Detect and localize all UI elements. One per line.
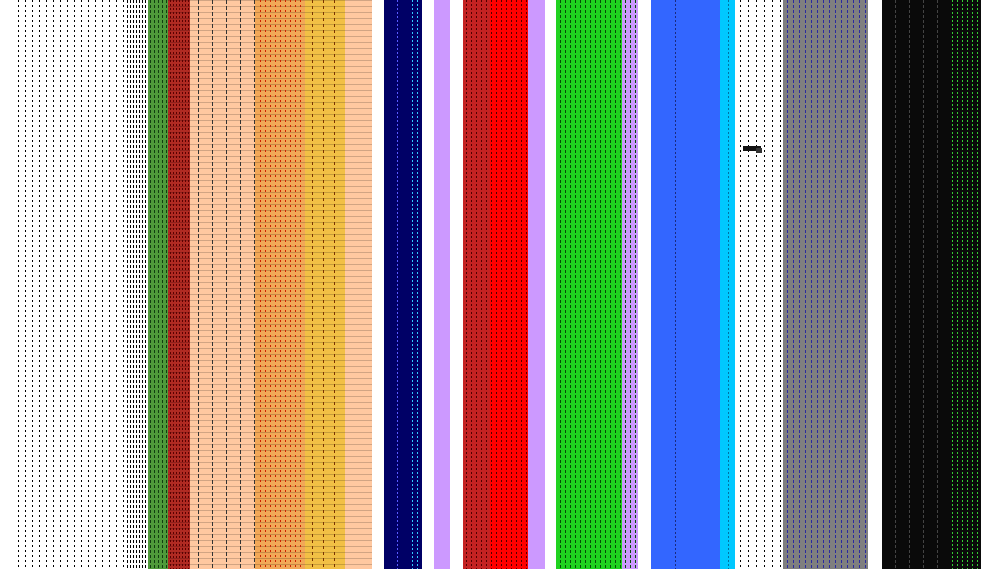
stripe-grid <box>190 0 255 569</box>
small-icon-part <box>756 148 762 153</box>
stripe-grid <box>305 0 345 569</box>
color-stripe <box>434 0 450 569</box>
color-stripe <box>783 0 868 569</box>
color-stripe <box>720 0 735 569</box>
color-stripe <box>490 0 528 569</box>
dashed-lines <box>18 0 978 569</box>
small-icon <box>743 146 761 151</box>
color-stripe <box>384 0 422 569</box>
color-stripe <box>882 0 981 569</box>
color-stripe <box>556 0 622 569</box>
color-stripe <box>651 0 720 569</box>
stripe-grid <box>345 0 372 569</box>
stripe-grid <box>255 0 305 569</box>
color-stripe <box>528 0 545 569</box>
stripes <box>148 0 981 569</box>
